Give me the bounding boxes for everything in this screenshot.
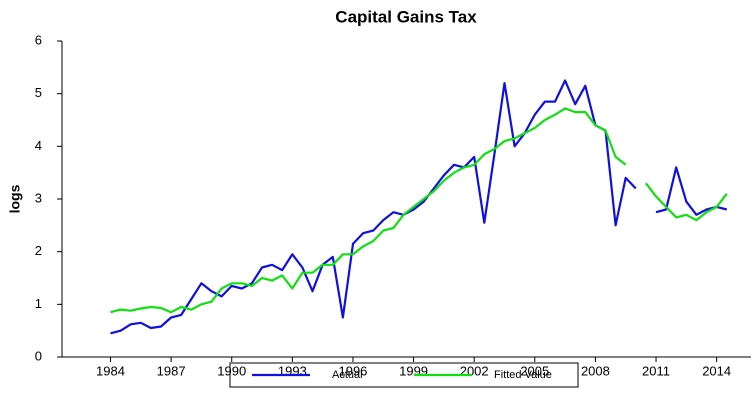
x-tick-label: 1996 — [338, 363, 367, 378]
series-line — [110, 107, 728, 314]
legend-label: Actual — [332, 369, 363, 381]
y-tick-label: 1 — [35, 296, 42, 311]
legend-label: Fitted Value — [494, 369, 552, 381]
y-tick-label: 6 — [35, 32, 42, 47]
y-tick-label: 4 — [35, 138, 42, 153]
x-tick-label: 1990 — [217, 363, 246, 378]
y-tick-label: 0 — [35, 348, 42, 363]
x-tick-label: 2014 — [702, 363, 731, 378]
x-tick-label: 1999 — [399, 363, 428, 378]
x-tick-label: 2005 — [520, 363, 549, 378]
y-tick-label: 5 — [35, 85, 42, 100]
y-axis-label: logs — [7, 184, 23, 213]
chart-title: Capital Gains Tax — [335, 7, 477, 26]
series-line — [110, 79, 728, 335]
x-tick-label: 2011 — [642, 363, 670, 378]
x-tick-label: 2002 — [460, 363, 489, 378]
x-tick-label: 1993 — [278, 363, 307, 378]
y-tick-label: 2 — [35, 243, 42, 258]
x-tick-label: 1984 — [96, 363, 125, 378]
x-tick-label: 1987 — [157, 363, 186, 378]
x-tick-label: 2008 — [581, 363, 610, 378]
y-tick-label: 3 — [35, 190, 42, 205]
